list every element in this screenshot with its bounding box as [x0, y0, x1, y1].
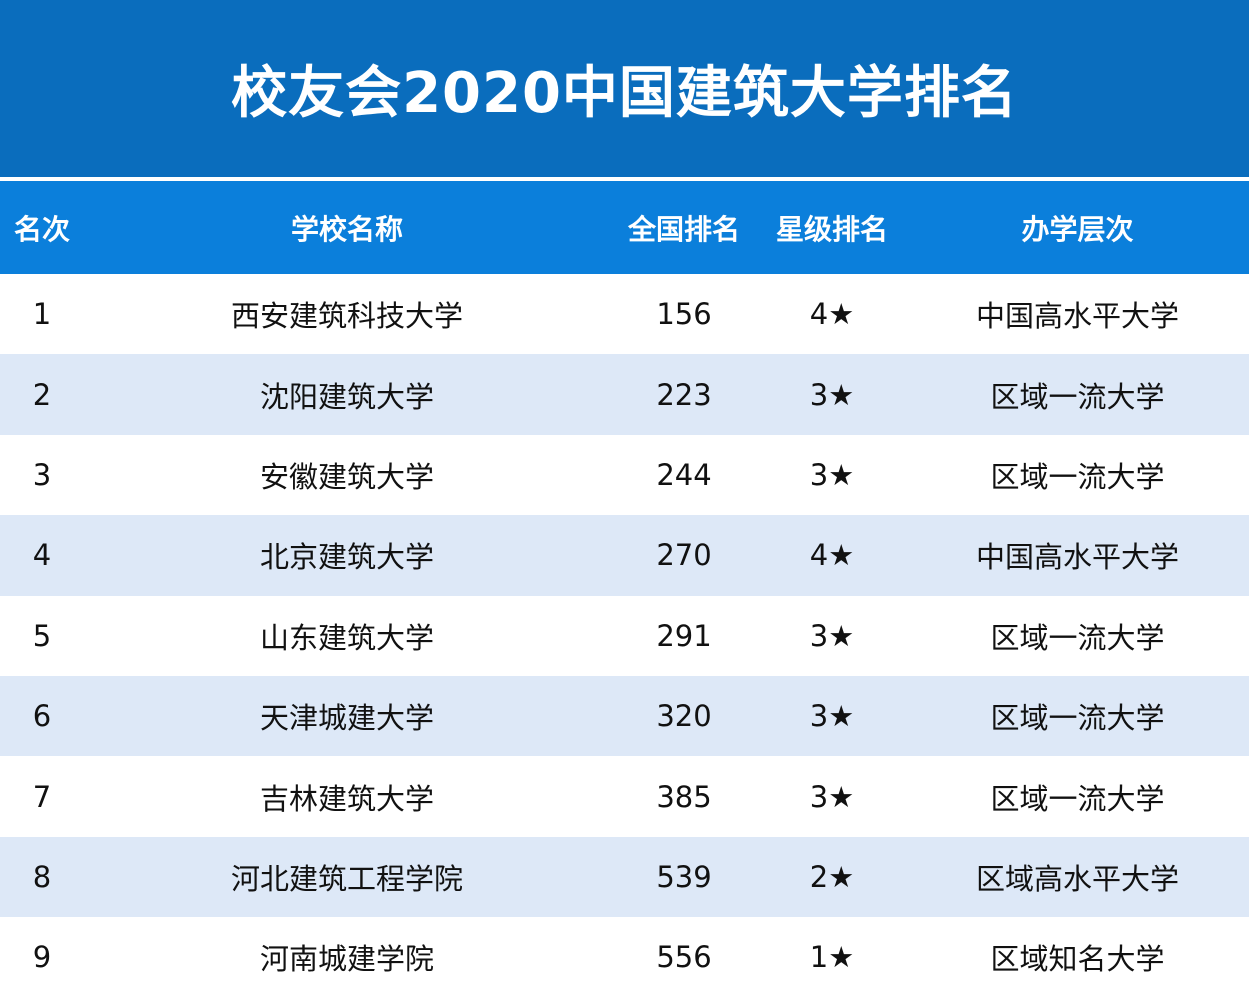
rank-cell: 9	[32, 940, 52, 975]
school-level-cell: 区域一流大学	[990, 379, 1165, 414]
table-body: 1 西安建筑科技大学 156 4★ 中国高水平大学 2 沈阳建筑大学 223 3…	[0, 274, 1249, 998]
table-row: 6 天津城建大学 320 3★ 区域一流大学	[0, 675, 1249, 757]
table-row: 5 山东建筑大学 291 3★ 区域一流大学	[0, 595, 1249, 676]
star-rank-cell: 2★	[809, 859, 855, 894]
star-rank-cell: 3★	[809, 618, 855, 653]
school-name-cell: 沈阳建筑大学	[259, 379, 434, 414]
star-rank-cell: 3★	[809, 377, 855, 412]
star-rank-cell: 3★	[809, 457, 855, 492]
rank-cell: 6	[32, 699, 52, 734]
school-level-cell: 区域高水平大学	[975, 861, 1179, 896]
star-rank-cell: 4★	[809, 297, 855, 332]
school-name-cell: 西安建筑科技大学	[230, 299, 463, 334]
page-title: 校友会2020中国建筑大学排名	[231, 61, 1018, 126]
school-level-cell: 区域一流大学	[990, 459, 1165, 494]
header-national-rank: 全国排名	[627, 212, 740, 246]
table-row: 7 吉林建筑大学 385 3★ 区域一流大学	[0, 756, 1249, 837]
school-level-cell: 中国高水平大学	[975, 299, 1179, 334]
rank-cell: 8	[32, 859, 52, 894]
rank-cell: 7	[32, 779, 52, 814]
school-name-cell: 吉林建筑大学	[259, 781, 434, 816]
header-school-name: 学校名称	[290, 212, 403, 246]
school-name-cell: 天津城建大学	[259, 701, 434, 736]
school-name-cell: 北京建筑大学	[259, 540, 434, 575]
header-school-level: 办学层次	[1021, 212, 1134, 246]
national-rank-cell: 291	[656, 618, 712, 653]
star-rank-cell: 1★	[809, 940, 855, 975]
table-row: 8 河北建筑工程学院 539 2★ 区域高水平大学	[0, 836, 1249, 918]
school-level-cell: 区域一流大学	[990, 620, 1165, 655]
rank-cell: 3	[32, 457, 52, 492]
school-level-cell: 区域一流大学	[990, 701, 1165, 736]
school-level-cell: 区域一流大学	[990, 781, 1165, 816]
national-rank-cell: 385	[656, 779, 712, 814]
star-rank-cell: 3★	[809, 779, 855, 814]
national-rank-cell: 156	[656, 297, 712, 332]
table-row: 4 北京建筑大学 270 4★ 中国高水平大学	[0, 515, 1249, 596]
school-name-cell: 河北建筑工程学院	[230, 861, 463, 896]
header-star-rank: 星级排名	[775, 212, 888, 246]
header-rank: 名次	[13, 212, 70, 246]
rank-cell: 2	[32, 377, 52, 412]
national-rank-cell: 556	[656, 940, 712, 975]
school-level-cell: 区域知名大学	[990, 942, 1165, 977]
title-banner: 校友会2020中国建筑大学排名	[0, 0, 1249, 177]
table-row: 3 安徽建筑大学 244 3★ 区域一流大学	[0, 434, 1249, 516]
table-row: 9 河南城建学院 556 1★ 区域知名大学	[0, 917, 1249, 998]
star-rank-cell: 4★	[809, 538, 855, 573]
national-rank-cell: 320	[656, 699, 712, 734]
national-rank-cell: 539	[656, 859, 712, 894]
title-divider	[0, 177, 1249, 181]
national-rank-cell: 270	[656, 538, 712, 573]
national-rank-cell: 223	[656, 377, 712, 412]
table-row: 1 西安建筑科技大学 156 4★ 中国高水平大学	[0, 274, 1249, 355]
school-level-cell: 中国高水平大学	[975, 540, 1179, 575]
table-row: 2 沈阳建筑大学 223 3★ 区域一流大学	[0, 354, 1249, 435]
rank-cell: 1	[32, 297, 52, 332]
star-rank-cell: 3★	[809, 699, 855, 734]
rank-cell: 4	[32, 538, 52, 573]
rank-cell: 5	[32, 618, 52, 653]
national-rank-cell: 244	[656, 457, 712, 492]
school-name-cell: 山东建筑大学	[259, 620, 434, 655]
table-header: 名次 学校名称 全国排名 星级排名 办学层次	[0, 181, 1249, 274]
school-name-cell: 安徽建筑大学	[259, 459, 434, 494]
school-name-cell: 河南城建学院	[259, 942, 434, 977]
